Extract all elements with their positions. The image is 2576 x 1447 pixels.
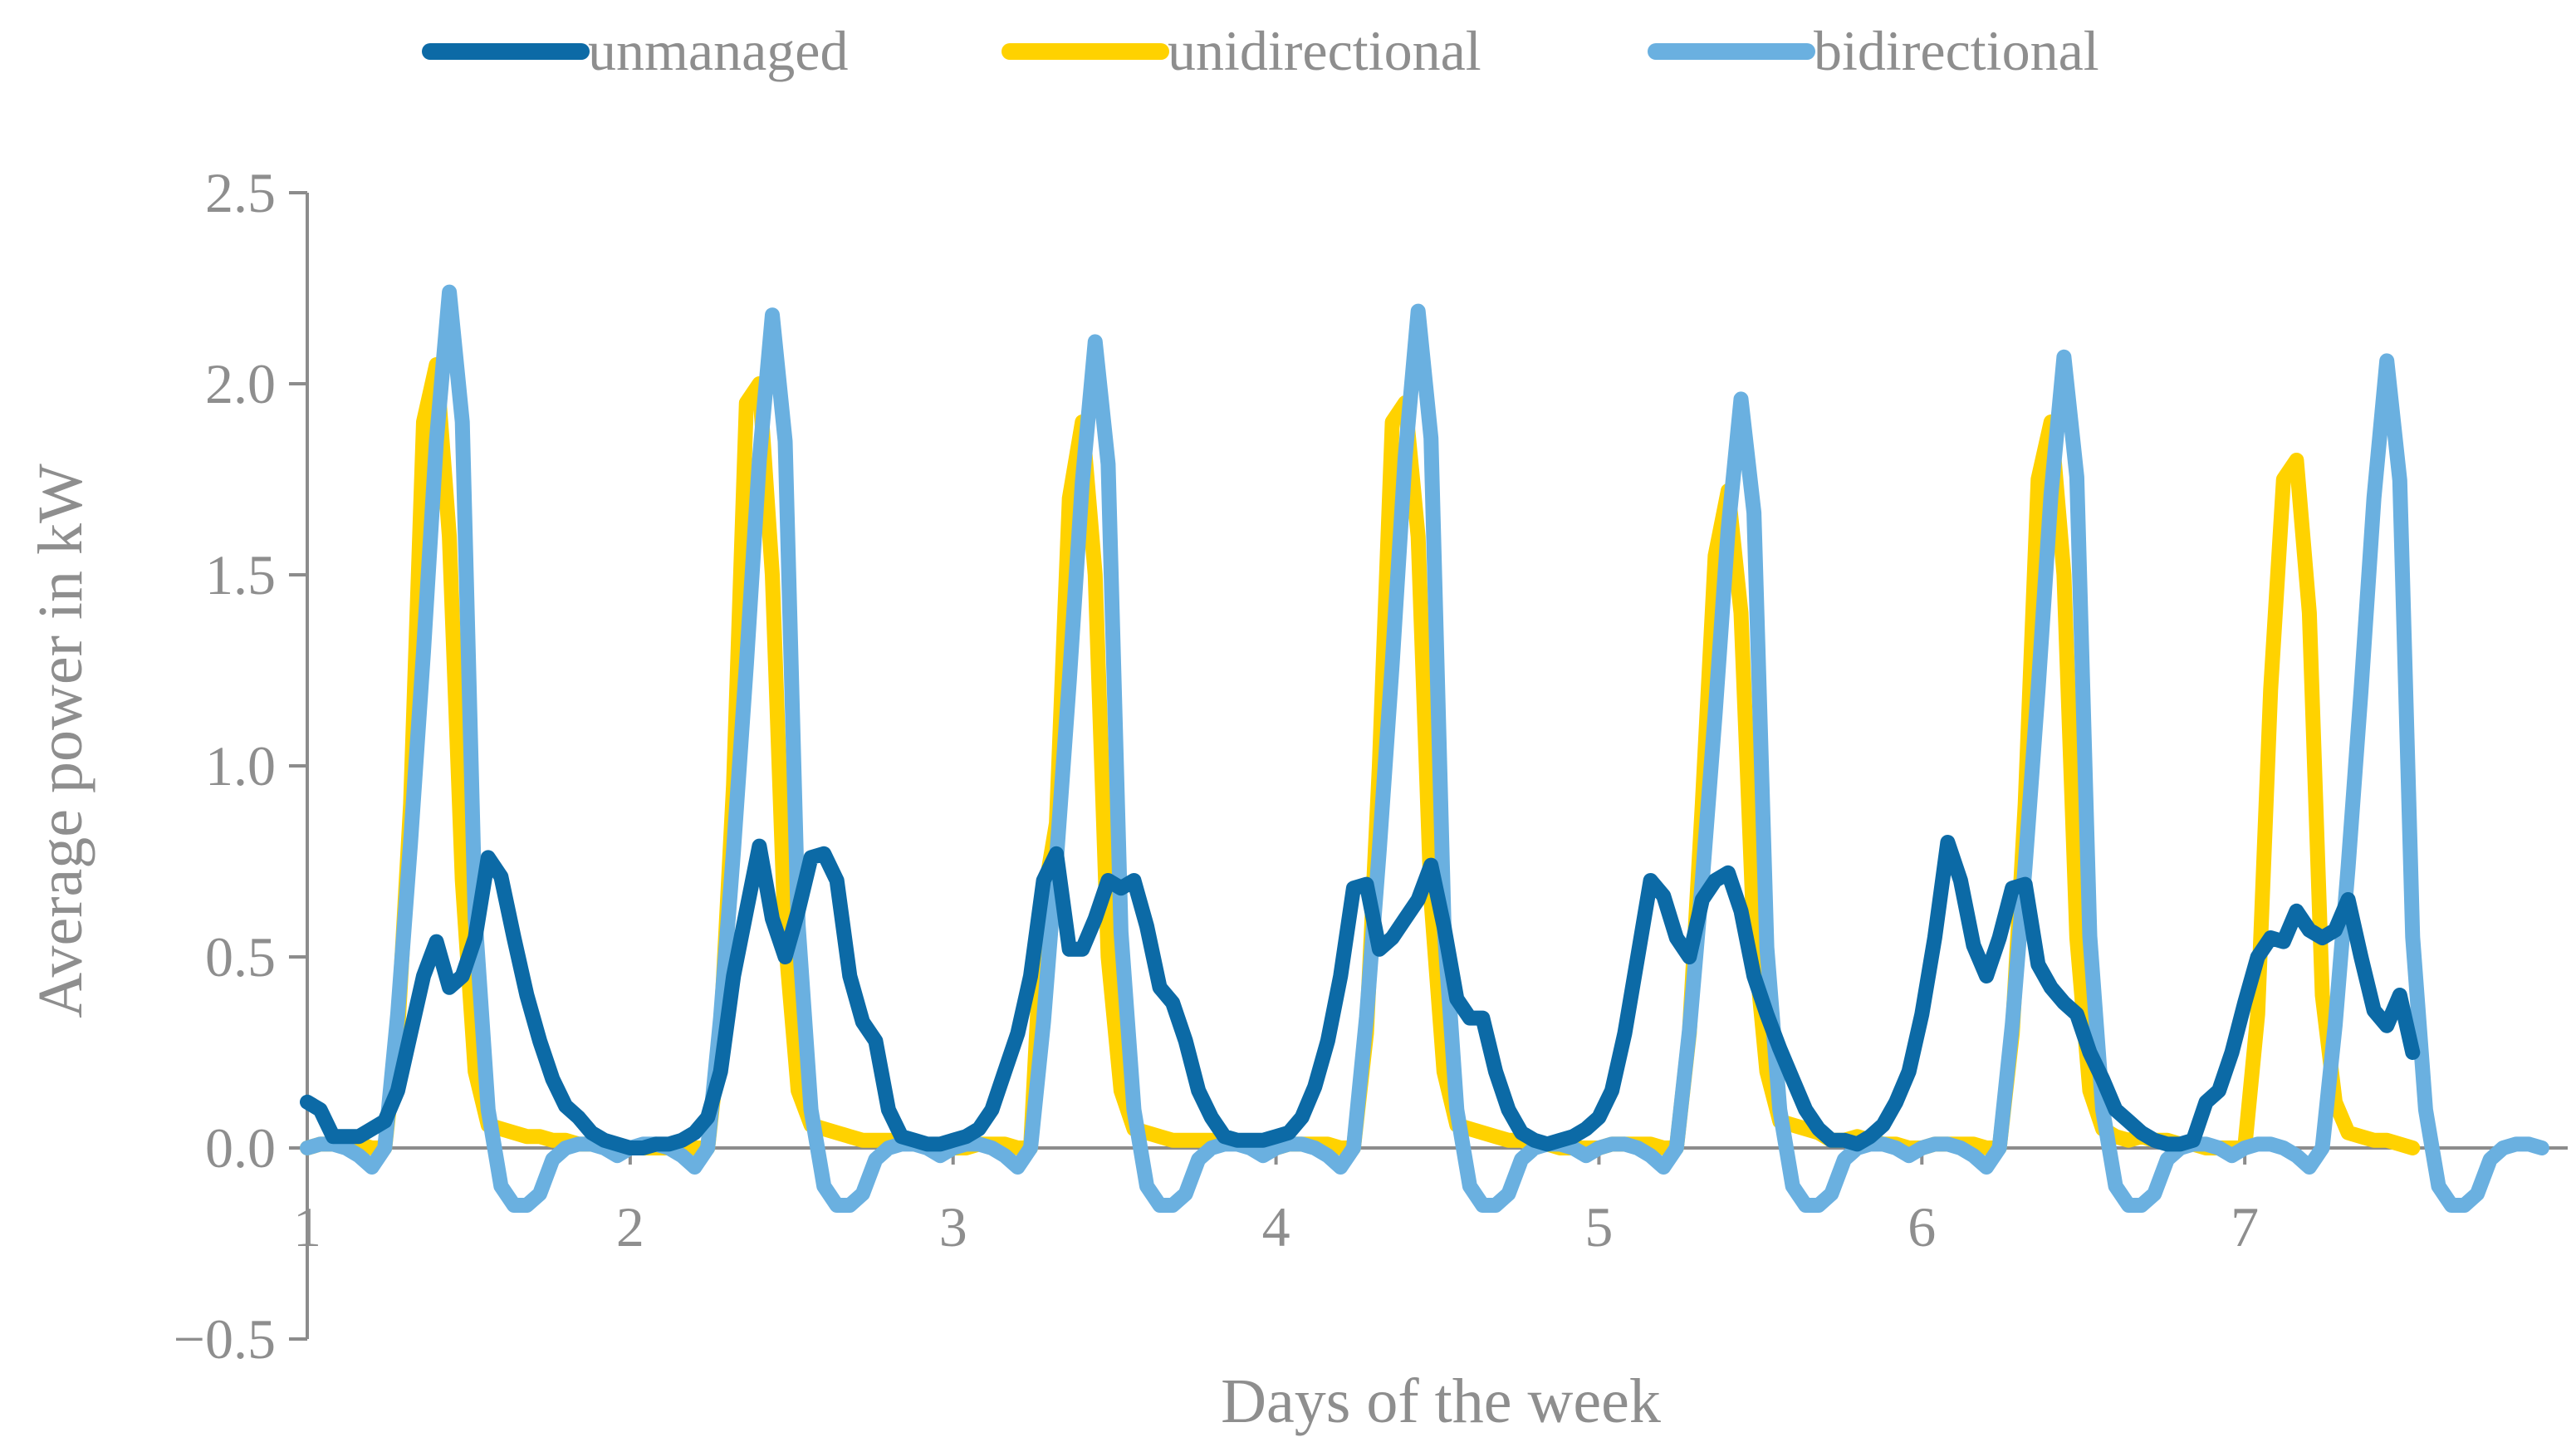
x-tick-label: 5 [1584,1195,1613,1258]
x-tick-label: 6 [1908,1195,1936,1258]
x-tick-label: 1 [293,1195,321,1258]
y-tick-label: 0.5 [205,925,276,988]
y-tick-label: 1.5 [205,543,276,606]
y-tick-label: 2.5 [205,161,276,224]
legend-label-unidirectional: unidirectional [1168,19,1481,82]
y-tick-label: 2.0 [205,352,276,415]
y-tick-label: −0.5 [174,1307,276,1371]
legend: unmanaged unidirectional bidirectional [422,19,2099,82]
legend-label-unmanaged: unmanaged [588,19,848,82]
x-tick-label: 3 [939,1195,967,1258]
series-layer [300,284,2549,1213]
x-tick-label: 7 [2231,1195,2259,1258]
y-axis-title: Average power in kW [26,464,95,1018]
series-line-bidirectional [300,284,2549,1213]
y-tick-label: 0.0 [205,1116,276,1180]
y-tick-label: 1.0 [205,734,276,797]
x-tick-label: 2 [616,1195,644,1258]
legend-label-bidirectional: bidirectional [1814,19,2099,82]
axes: 2.5 2.0 1.5 1.0 0.5 0.0 −0.5 1 2 3 4 5 6 7 [174,161,2568,1371]
x-axis-title: Days of the week [1221,1366,1661,1436]
x-tick-label: 4 [1262,1195,1290,1258]
series-line-unmanaged [300,835,2421,1155]
